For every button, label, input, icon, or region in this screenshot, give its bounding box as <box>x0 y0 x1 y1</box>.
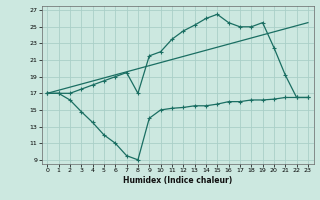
X-axis label: Humidex (Indice chaleur): Humidex (Indice chaleur) <box>123 176 232 185</box>
